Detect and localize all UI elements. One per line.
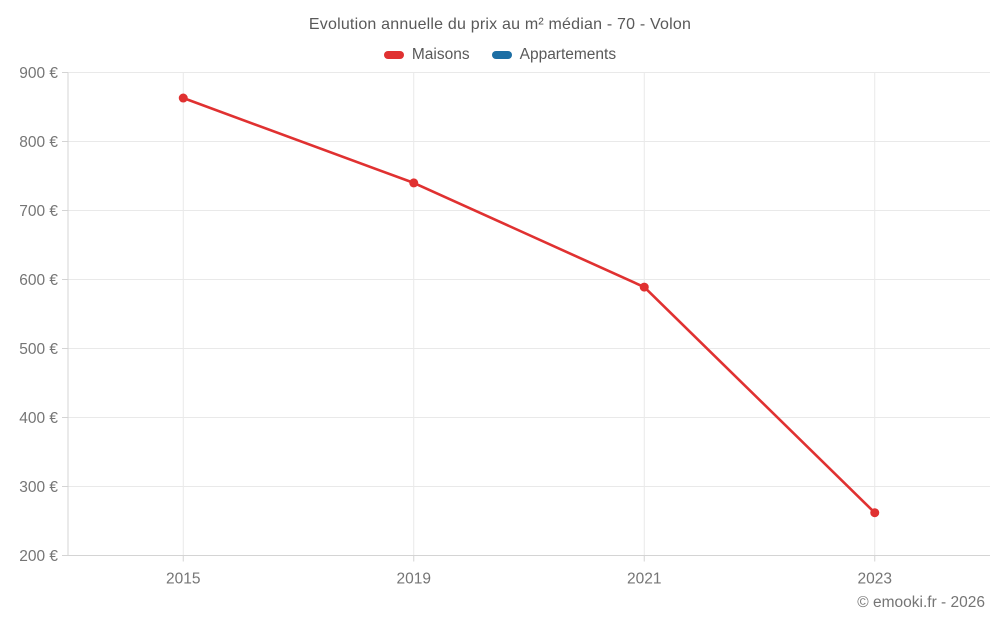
y-tick-label: 700 €: [19, 203, 58, 220]
y-tick-label: 600 €: [19, 272, 58, 289]
y-tick-label: 500 €: [19, 341, 58, 358]
legend-label-maisons: Maisons: [411, 46, 470, 63]
y-tick-label: 200 €: [19, 548, 58, 565]
x-tick-label: 2023: [858, 571, 892, 588]
legend-item-maisons[interactable]: Maisons: [383, 46, 470, 64]
x-tick-label: 2015: [166, 571, 200, 588]
y-tick-label: 800 €: [19, 134, 58, 151]
x-tick-label: 2019: [397, 571, 431, 588]
data-point-maisons-2019[interactable]: [409, 178, 419, 188]
x-tick-label: 2021: [627, 571, 661, 588]
legend-label-appartements: Appartements: [519, 46, 617, 63]
chart-legend: Maisons Appartements: [0, 46, 1000, 64]
chart-title: Evolution annuelle du prix au m² médian …: [308, 16, 692, 33]
maisons-swatch-icon: [383, 51, 404, 59]
y-tick-label: 900 €: [19, 65, 58, 82]
legend-item-appartements[interactable]: Appartements: [491, 46, 617, 64]
appartements-swatch-icon: [491, 51, 512, 59]
copyright-text: © emooki.fr - 2026: [857, 594, 985, 611]
maisons-line: [181, 96, 877, 515]
data-point-maisons-2021[interactable]: [639, 282, 649, 292]
y-tick-label: 400 €: [19, 410, 58, 427]
y-tick-label: 300 €: [19, 479, 58, 496]
data-point-maisons-2015[interactable]: [178, 93, 188, 103]
data-point-maisons-2023[interactable]: [870, 508, 880, 518]
